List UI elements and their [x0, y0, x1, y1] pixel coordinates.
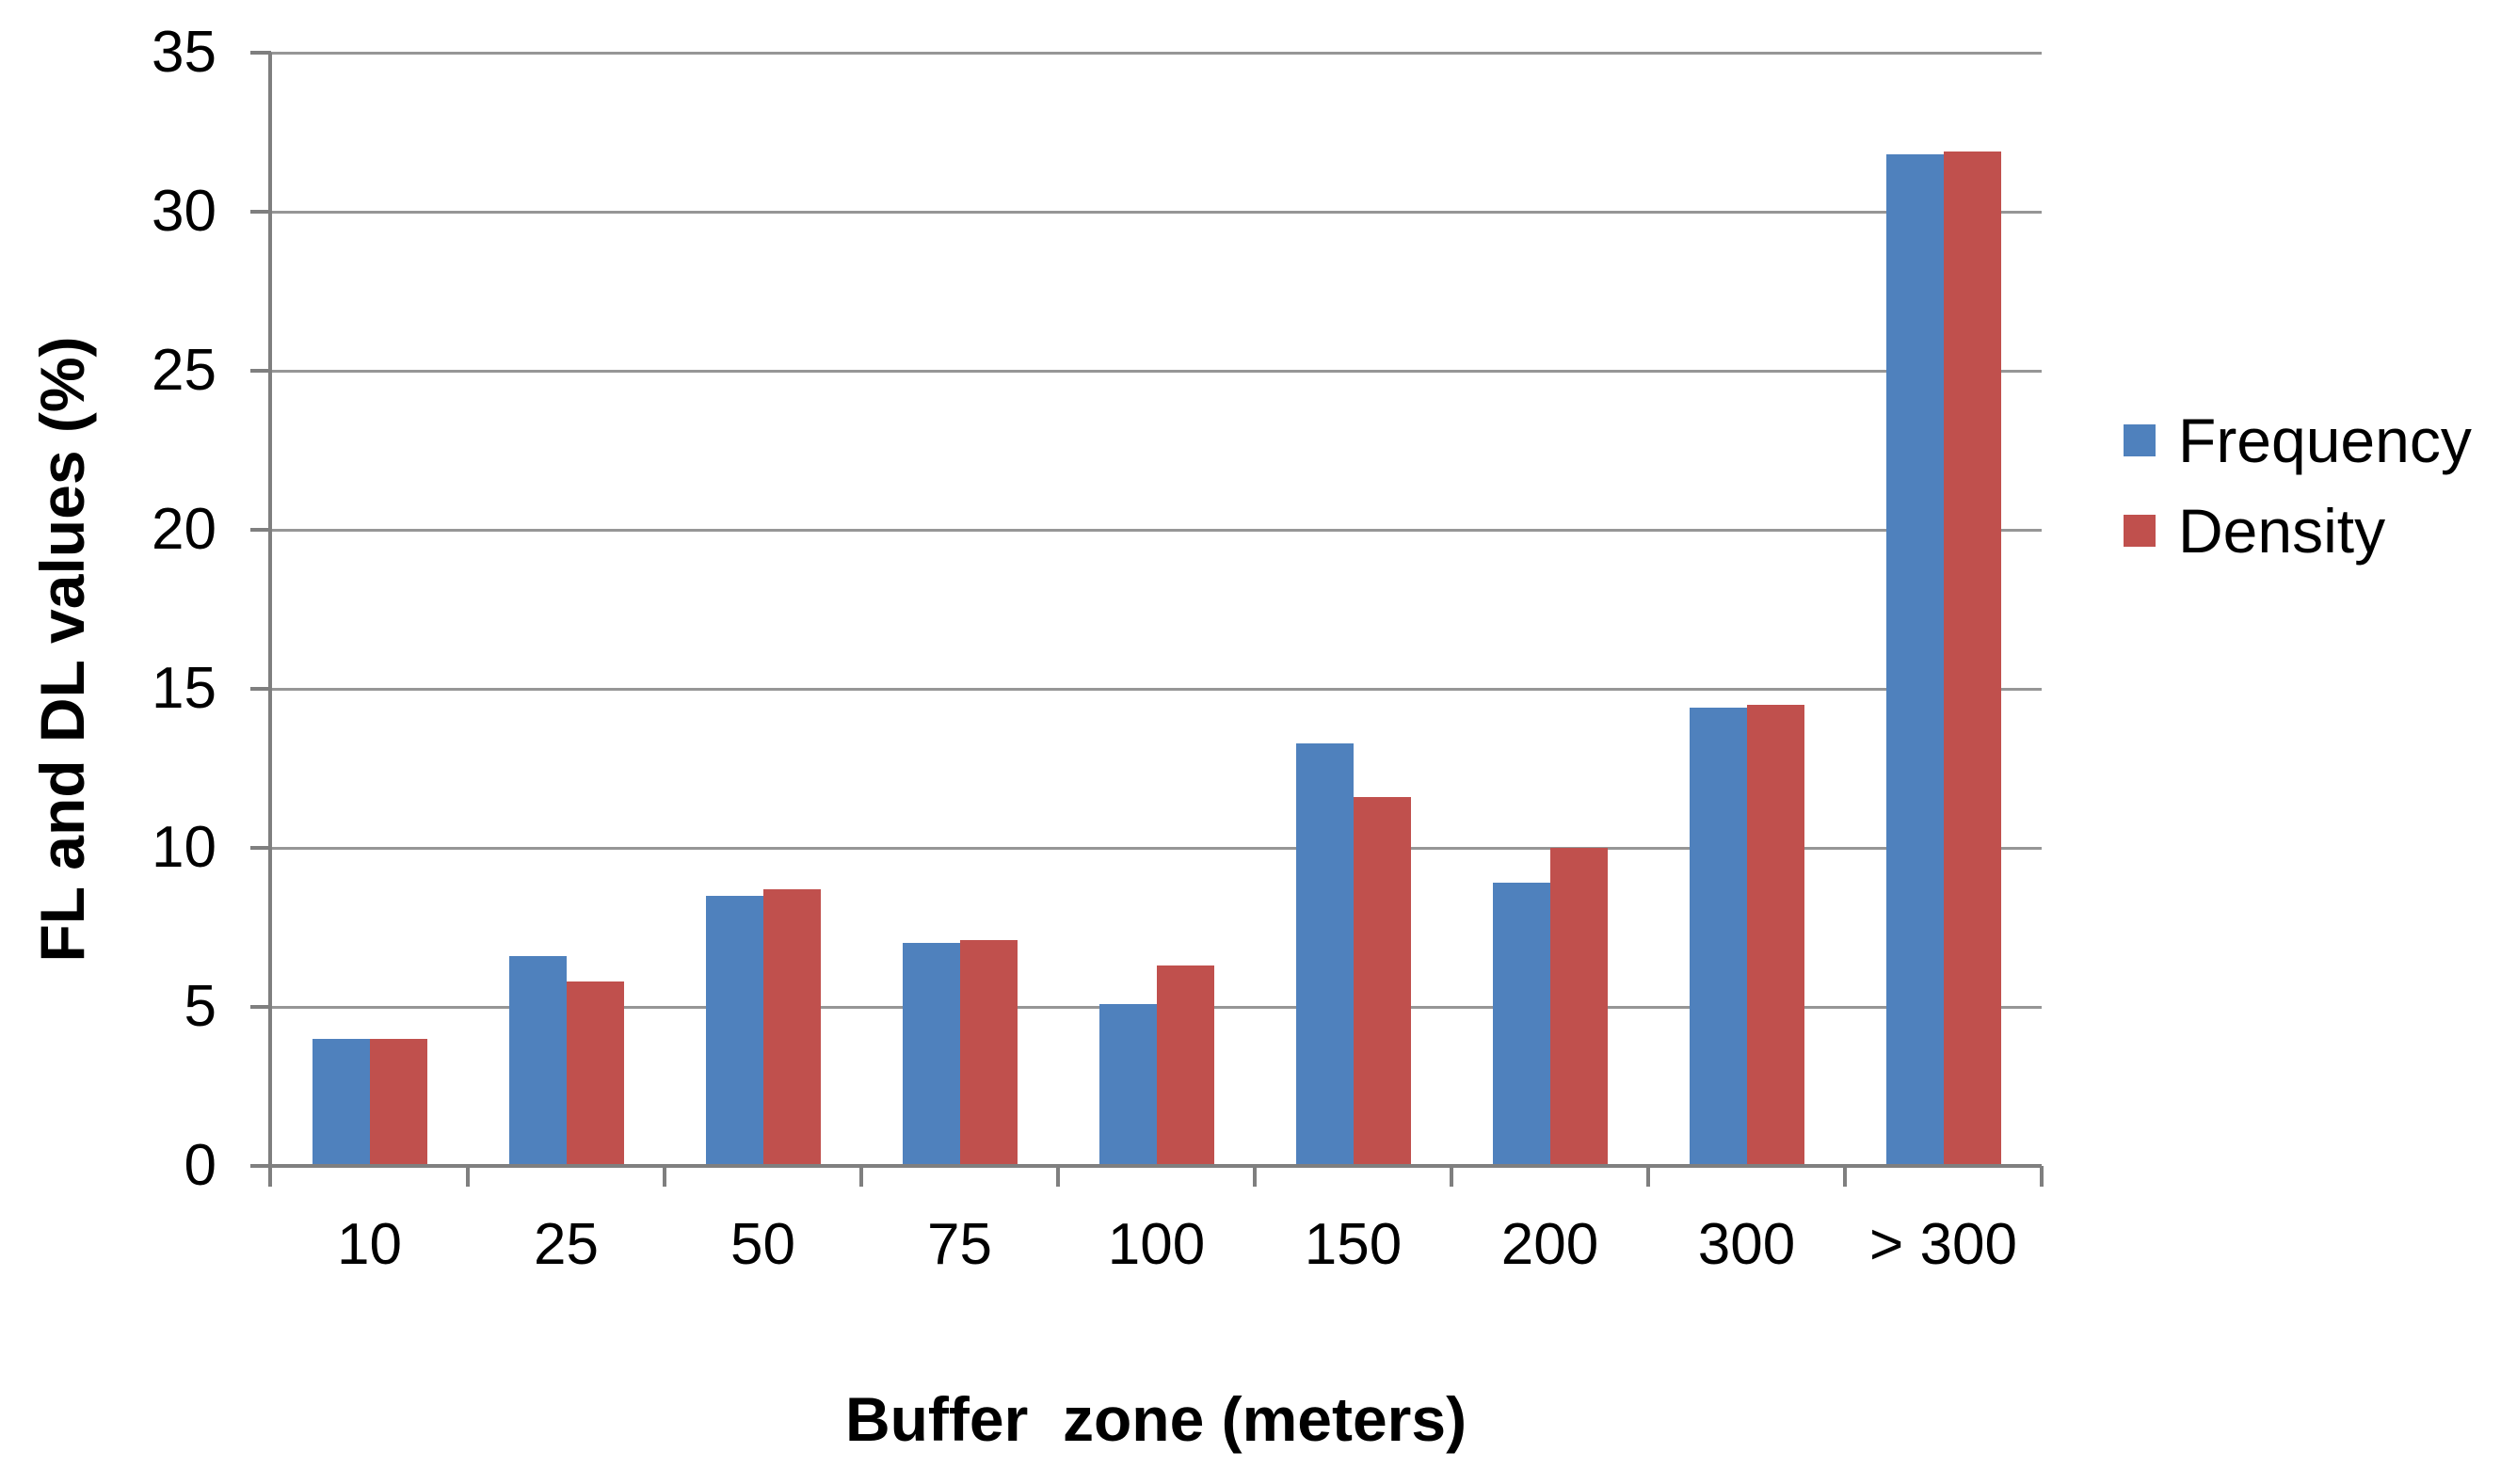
y-tick-label: 35	[152, 20, 216, 85]
y-tick-label: 0	[184, 1133, 216, 1198]
x-tick-label: 100	[1107, 1212, 1206, 1277]
x-axis-title: Buffer zone (meters)	[844, 1384, 1467, 1454]
bar-frequency-100	[1098, 1003, 1157, 1166]
y-axis-tick	[250, 51, 271, 55]
x-axis-tick	[1253, 1166, 1257, 1187]
bar-density-25	[566, 981, 624, 1166]
bar-density-50	[762, 888, 821, 1166]
x-axis-tick	[859, 1166, 863, 1187]
gridline	[271, 210, 2042, 214]
x-axis-tick	[1843, 1166, 1847, 1187]
y-axis-tick	[250, 528, 271, 532]
x-tick-label: 300	[1697, 1212, 1796, 1277]
y-tick-label: 25	[152, 338, 216, 403]
y-tick-label: 15	[152, 656, 216, 721]
x-axis-tick	[663, 1166, 666, 1187]
frequency-color-swatch-icon	[2124, 424, 2156, 456]
x-axis-line	[250, 1164, 2042, 1168]
y-tick-label: 5	[184, 974, 216, 1039]
y-axis-tick	[250, 846, 271, 850]
bar-density->300	[1943, 151, 2001, 1166]
y-tick-label: 10	[152, 815, 216, 880]
x-axis-tick	[1646, 1166, 1650, 1187]
x-tick-label: > 300	[1869, 1212, 2017, 1277]
bar-density-75	[959, 940, 1018, 1166]
gridline	[271, 687, 2042, 691]
y-axis-tick	[250, 687, 271, 691]
legend-label-frequency: Frequency	[2178, 406, 2472, 475]
x-tick-label: 25	[534, 1212, 599, 1277]
bar-density-200	[1549, 848, 1608, 1166]
bar-frequency-200	[1492, 883, 1550, 1166]
x-tick-label: 200	[1500, 1212, 1599, 1277]
gridline	[271, 369, 2042, 373]
y-axis-title: FL and DL values (%)	[27, 336, 97, 963]
y-tick-label: 30	[152, 179, 216, 244]
y-axis-line	[268, 53, 272, 1187]
x-axis-tick	[1450, 1166, 1453, 1187]
y-tick-label: 20	[152, 497, 216, 562]
x-axis-tick	[466, 1166, 470, 1187]
bar-frequency-300	[1689, 708, 1747, 1166]
bar-frequency->300	[1885, 154, 1944, 1166]
x-tick-label: 75	[927, 1212, 992, 1277]
x-axis-tick	[1056, 1166, 1060, 1187]
x-axis-tick	[2040, 1166, 2044, 1187]
bar-frequency-10	[312, 1038, 370, 1166]
x-tick-label: 50	[730, 1212, 795, 1277]
gridline	[271, 846, 2042, 850]
y-axis-tick	[250, 369, 271, 373]
density-color-swatch-icon	[2124, 515, 2156, 547]
gridline	[271, 51, 2042, 55]
bar-density-150	[1353, 796, 1411, 1166]
bar-frequency-25	[508, 955, 567, 1166]
x-tick-label: 150	[1304, 1212, 1403, 1277]
bar-frequency-150	[1295, 742, 1354, 1166]
bar-frequency-50	[705, 895, 763, 1166]
y-axis-tick	[250, 210, 271, 214]
bar-density-300	[1746, 704, 1804, 1166]
bar-density-100	[1156, 965, 1214, 1166]
gridline	[271, 528, 2042, 532]
legend-item-frequency: Frequency	[2124, 403, 2472, 478]
legend-label-density: Density	[2178, 496, 2386, 566]
x-tick-label: 10	[337, 1212, 402, 1277]
bar-frequency-75	[902, 943, 960, 1166]
legend-item-density: Density	[2124, 493, 2385, 568]
y-axis-tick	[250, 1005, 271, 1009]
bar-density-10	[369, 1038, 427, 1166]
